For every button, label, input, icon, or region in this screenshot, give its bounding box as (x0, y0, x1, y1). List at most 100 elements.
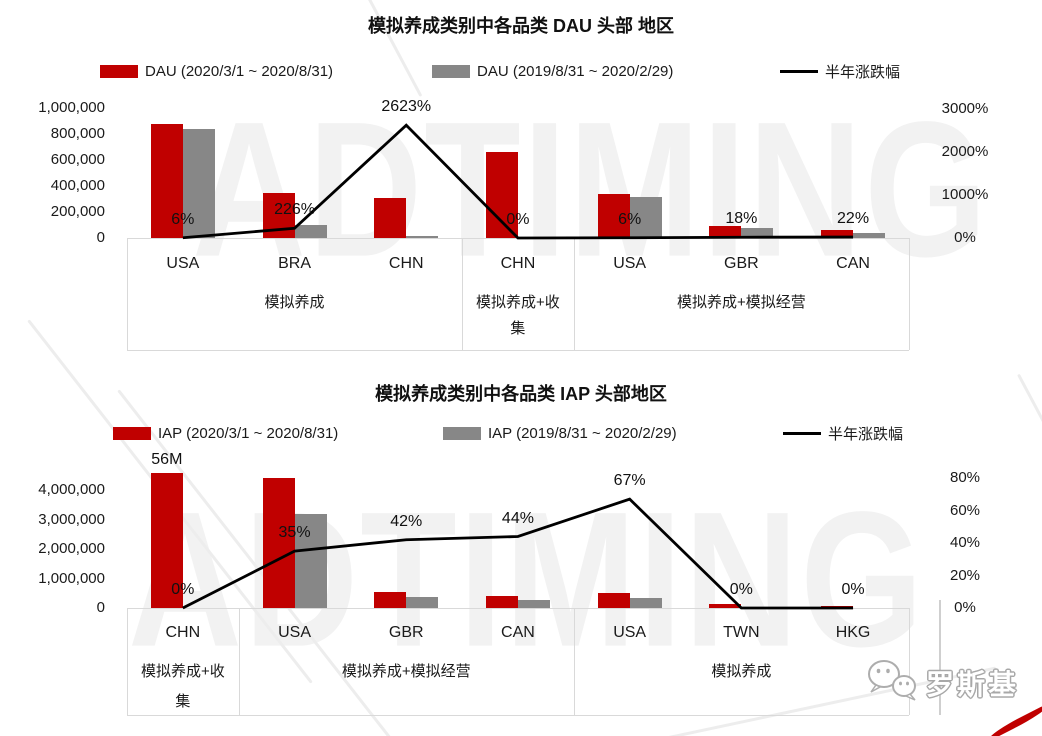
watermark-vertical-line (939, 600, 941, 715)
category-label: USA (166, 255, 200, 272)
iap-chart: 模拟养成类别中各品类 IAP 头部地区 IAP (2020/3/1 ~ 2020… (0, 370, 1042, 736)
legend-label-dau-current: DAU (2020/3/1 ~ 2020/8/31) (145, 62, 334, 80)
category-box-border (127, 608, 128, 715)
dau-chart-title: 模拟养成类别中各品类 DAU 头部 地区 (368, 16, 674, 36)
legend-dau-previous: DAU (2019/8/31 ~ 2020/2/29) (432, 62, 674, 80)
category-label: TWN (723, 624, 760, 641)
bar-current-hkg (821, 606, 854, 608)
y-axis-tick-left: 1,000,000 (38, 99, 105, 116)
y-axis-tick-right: 40% (949, 534, 981, 551)
axis-baseline (127, 238, 909, 239)
category-box-border (573, 608, 575, 715)
red-bar-swatch-icon (100, 64, 138, 78)
group-label: 模拟养成+模拟经营 (341, 663, 471, 680)
legend-dau-current: DAU (2020/3/1 ~ 2020/8/31) (100, 62, 334, 80)
line-value-label: 67% (613, 472, 646, 490)
legend-iap-change: 半年涨跌幅 (783, 425, 904, 443)
line-value-label: 6% (618, 210, 642, 228)
category-box-bottom-border (127, 350, 909, 351)
line-value-label: 35% (278, 524, 311, 542)
bar-previous-chn (406, 236, 439, 238)
y-axis-tick-right: 2000% (941, 143, 989, 160)
logo-text: 罗斯基 (926, 669, 1020, 700)
category-label: CAN (836, 255, 870, 272)
category-label: CHN (500, 255, 536, 272)
gray-bar-swatch-icon (432, 64, 470, 78)
line-value-label: 44% (501, 509, 534, 527)
y-axis-tick-left: 4,000,000 (38, 481, 105, 498)
line-value-label: 0% (171, 581, 195, 598)
line-value-label: 2623% (381, 98, 432, 116)
y-axis-tick-left: 0 (96, 599, 105, 616)
axis-baseline (127, 608, 909, 609)
legend-dau-change: 半年涨跌幅 (780, 63, 901, 81)
y-axis-tick-left: 400,000 (50, 177, 105, 194)
group-label: 模拟养成+收 (476, 294, 560, 311)
line-value-label: 0% (506, 211, 530, 228)
y-axis-tick-right: 0% (954, 599, 976, 616)
dau-chart: 模拟养成类别中各品类 DAU 头部 地区 DAU (2020/3/1 ~ 202… (0, 0, 1042, 366)
category-label: CAN (501, 624, 535, 641)
bar-previous-gbr (741, 227, 774, 238)
category-label: BRA (278, 255, 311, 272)
luosiji-logo: 罗斯基 (864, 658, 1019, 708)
gray-bar-swatch-icon (443, 426, 481, 440)
bar-current-chn (374, 197, 407, 238)
bar-current-can (485, 595, 518, 608)
bar-previous-can (853, 232, 886, 238)
y-axis-tick-left: 3,000,000 (38, 510, 105, 528)
y-axis-tick-left: 600,000 (50, 151, 105, 168)
red-bar-swatch-icon (113, 426, 151, 440)
bar-current-usa (150, 124, 183, 238)
bar-previous-bra (294, 225, 327, 238)
category-label: USA (613, 624, 647, 641)
category-label: GBR (388, 624, 424, 641)
legend-label-dau-previous: DAU (2019/8/31 ~ 2020/2/29) (477, 62, 674, 80)
bar-previous-usa (629, 597, 662, 608)
bar-previous-can (517, 599, 550, 608)
group-label: 模拟养成 (264, 294, 325, 311)
bar-value-label: 56M (151, 451, 183, 468)
line-value-label: 0% (729, 581, 753, 598)
line-value-label: 42% (390, 512, 423, 530)
category-label: CHN (165, 624, 201, 641)
y-axis-tick-right: 0% (954, 229, 976, 246)
category-box-border (462, 238, 464, 350)
line-value-label: 22% (837, 210, 870, 228)
category-label: GBR (724, 255, 759, 272)
y-axis-tick-right: 1000% (941, 186, 989, 203)
y-axis-tick-right: 20% (949, 566, 981, 584)
category-box-border (908, 238, 910, 350)
line-value-label: 0% (841, 581, 865, 598)
line-value-label: 18% (725, 210, 758, 228)
bar-previous-gbr (406, 596, 439, 608)
y-axis-tick-left: 2,000,000 (38, 540, 105, 557)
line-swatch-icon (783, 431, 821, 435)
y-axis-tick-left: 1,000,000 (38, 569, 105, 587)
category-box-bottom-border (127, 715, 909, 716)
category-box-border (573, 238, 575, 350)
category-box-border (127, 238, 128, 350)
bar-current-twn (709, 604, 742, 608)
y-axis-tick-left: 0 (96, 229, 105, 246)
wechat-bubbles-icon (868, 660, 916, 701)
bar-current-chn (150, 473, 183, 608)
legend-label-iap-previous: IAP (2019/8/31 ~ 2020/2/29) (488, 424, 677, 442)
bar-current-gbr (374, 591, 407, 608)
legend-label-dau-change: 半年涨跌幅 (825, 63, 901, 81)
legend-iap-previous: IAP (2019/8/31 ~ 2020/2/29) (443, 424, 677, 442)
legend-label-iap-change: 半年涨跌幅 (828, 425, 904, 443)
category-label: USA (613, 255, 647, 272)
bar-current-can (821, 230, 854, 238)
bar-current-usa (262, 478, 295, 608)
category-box-border (908, 608, 910, 715)
group-label: 模拟养成+模拟经营 (676, 294, 806, 311)
line-value-label: 6% (171, 210, 195, 228)
group-label: 集 (510, 320, 526, 337)
y-axis-tick-right: 3000% (941, 100, 989, 117)
line-value-label: 226% (274, 201, 315, 219)
bar-current-usa (597, 592, 630, 608)
y-axis-tick-right: 60% (949, 501, 981, 519)
group-label: 模拟养成 (711, 663, 772, 680)
